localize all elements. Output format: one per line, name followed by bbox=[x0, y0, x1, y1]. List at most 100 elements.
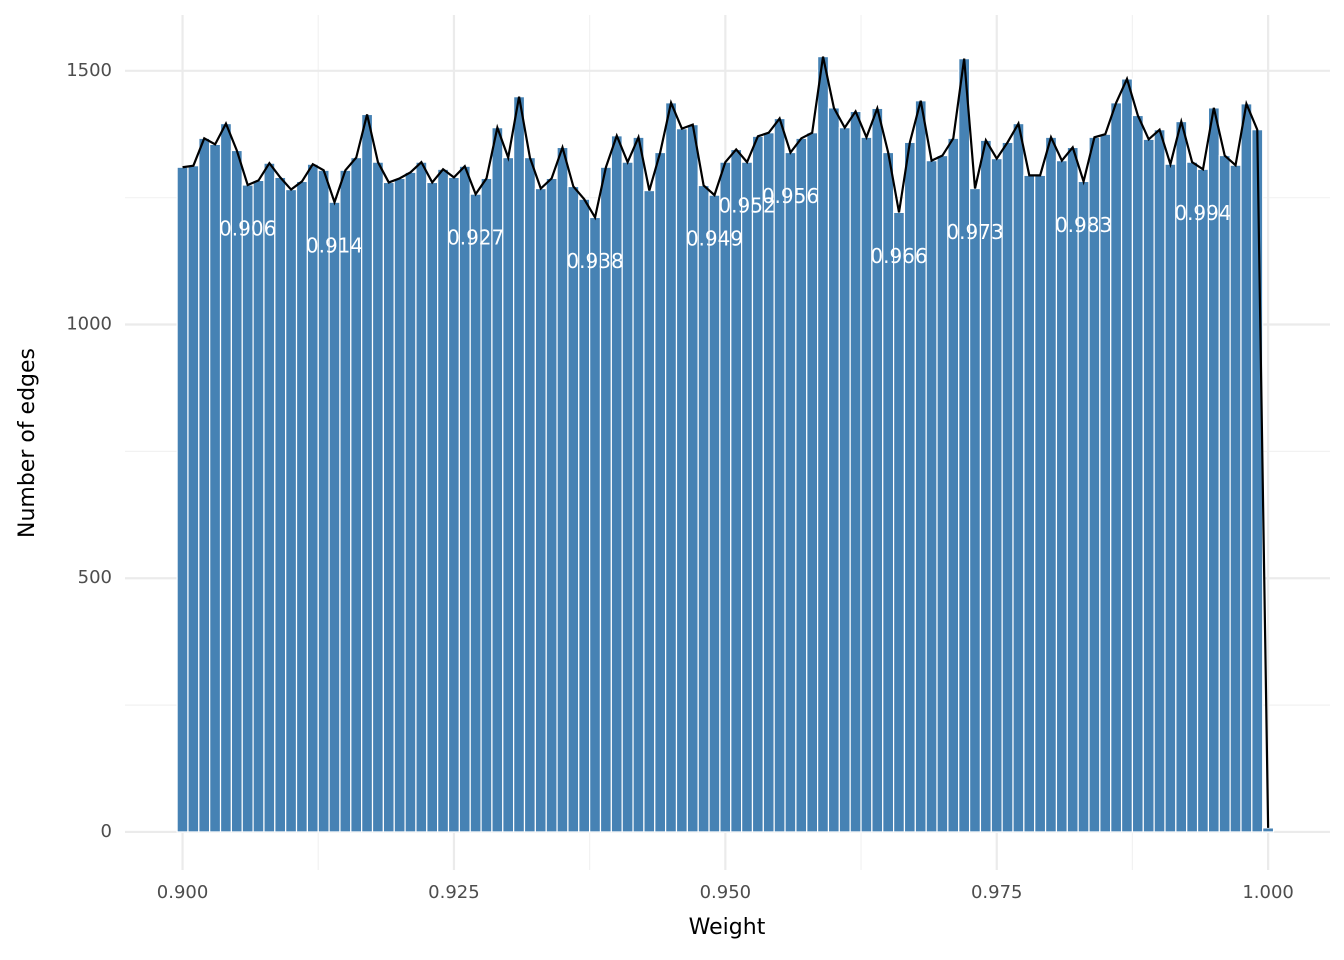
bar bbox=[241, 184, 254, 833]
bar bbox=[176, 166, 189, 833]
bar bbox=[480, 177, 493, 833]
bar bbox=[306, 163, 319, 833]
bar bbox=[817, 56, 830, 833]
bar bbox=[339, 169, 352, 833]
bar bbox=[632, 136, 645, 833]
bar bbox=[371, 161, 384, 833]
bin-label: 0.949 bbox=[686, 227, 743, 251]
bar bbox=[502, 156, 515, 833]
bar bbox=[860, 136, 873, 833]
bars bbox=[176, 56, 1275, 833]
bar bbox=[447, 176, 460, 833]
bar bbox=[285, 188, 298, 833]
bin-label: 0.927 bbox=[447, 226, 504, 250]
bar bbox=[404, 171, 417, 833]
bar bbox=[198, 137, 211, 833]
bar bbox=[990, 157, 1003, 833]
bar bbox=[1262, 827, 1275, 833]
bar bbox=[1186, 161, 1199, 833]
bar bbox=[295, 180, 308, 833]
bar bbox=[665, 102, 678, 833]
bar bbox=[1131, 114, 1144, 833]
bar bbox=[871, 107, 884, 833]
bar bbox=[849, 110, 862, 833]
bar bbox=[317, 169, 330, 833]
bar bbox=[643, 189, 656, 833]
bin-label: 0.966 bbox=[870, 244, 927, 268]
bar bbox=[1229, 164, 1242, 833]
bar bbox=[458, 165, 471, 833]
bar bbox=[708, 194, 721, 833]
y-tick-label: 500 bbox=[78, 567, 112, 588]
bar bbox=[1142, 138, 1155, 833]
bar bbox=[621, 161, 634, 833]
bar bbox=[1055, 160, 1068, 833]
bar bbox=[1088, 136, 1101, 833]
bar bbox=[719, 161, 732, 833]
x-tick-label: 0.975 bbox=[971, 882, 1023, 903]
bin-label: 0.906 bbox=[219, 216, 276, 240]
bar bbox=[1251, 129, 1264, 833]
x-tick-label: 0.950 bbox=[700, 882, 752, 903]
x-tick-label: 1.000 bbox=[1242, 882, 1294, 903]
bar bbox=[795, 137, 808, 833]
bar bbox=[328, 201, 341, 833]
count-line bbox=[182, 56, 1270, 828]
bar bbox=[274, 176, 287, 833]
bar bbox=[523, 156, 536, 833]
bar bbox=[1001, 141, 1014, 833]
bar bbox=[838, 127, 851, 833]
bar bbox=[773, 117, 786, 833]
bar bbox=[936, 154, 949, 833]
bin-label: 0.983 bbox=[1055, 213, 1112, 237]
bar bbox=[1164, 163, 1177, 833]
bin-label: 0.914 bbox=[306, 234, 363, 258]
bar bbox=[415, 161, 428, 833]
bar bbox=[513, 96, 526, 833]
bar bbox=[1240, 103, 1253, 833]
bar bbox=[230, 149, 243, 833]
bar bbox=[741, 161, 754, 833]
bar bbox=[914, 100, 927, 833]
bar bbox=[784, 151, 797, 833]
bar bbox=[968, 187, 982, 833]
bar bbox=[697, 184, 710, 833]
bar bbox=[263, 162, 276, 833]
bar bbox=[252, 179, 265, 833]
bar bbox=[1196, 168, 1210, 833]
bar bbox=[1066, 146, 1079, 833]
bar bbox=[1110, 102, 1123, 833]
bar bbox=[1034, 174, 1047, 833]
bar bbox=[1044, 136, 1058, 833]
x-tick-label: 0.925 bbox=[428, 882, 480, 903]
bin-label: 0.938 bbox=[566, 249, 623, 273]
bar bbox=[1175, 120, 1188, 833]
bar bbox=[610, 135, 623, 833]
y-tick-label: 1500 bbox=[66, 60, 112, 81]
bar bbox=[350, 156, 363, 833]
bar bbox=[589, 216, 602, 833]
bar bbox=[1120, 78, 1134, 833]
y-axis-title: Number of edges bbox=[15, 348, 40, 538]
bar bbox=[361, 113, 374, 833]
bar bbox=[751, 135, 764, 833]
bar bbox=[925, 160, 938, 833]
bin-label: 0.973 bbox=[946, 220, 1003, 244]
y-tick-label: 0 bbox=[101, 821, 112, 842]
bar bbox=[567, 185, 580, 833]
bar bbox=[1153, 129, 1166, 833]
bar bbox=[187, 165, 200, 833]
bar bbox=[1099, 133, 1112, 833]
bar bbox=[958, 58, 971, 833]
x-tick-label: 0.900 bbox=[157, 882, 209, 903]
bar bbox=[730, 148, 743, 833]
y-tick-label: 1000 bbox=[66, 314, 112, 335]
bar bbox=[426, 181, 439, 833]
bar bbox=[1077, 180, 1090, 833]
bar bbox=[892, 211, 906, 833]
bar bbox=[393, 177, 406, 833]
bin-label: 0.956 bbox=[762, 184, 819, 208]
bar bbox=[1218, 154, 1231, 833]
